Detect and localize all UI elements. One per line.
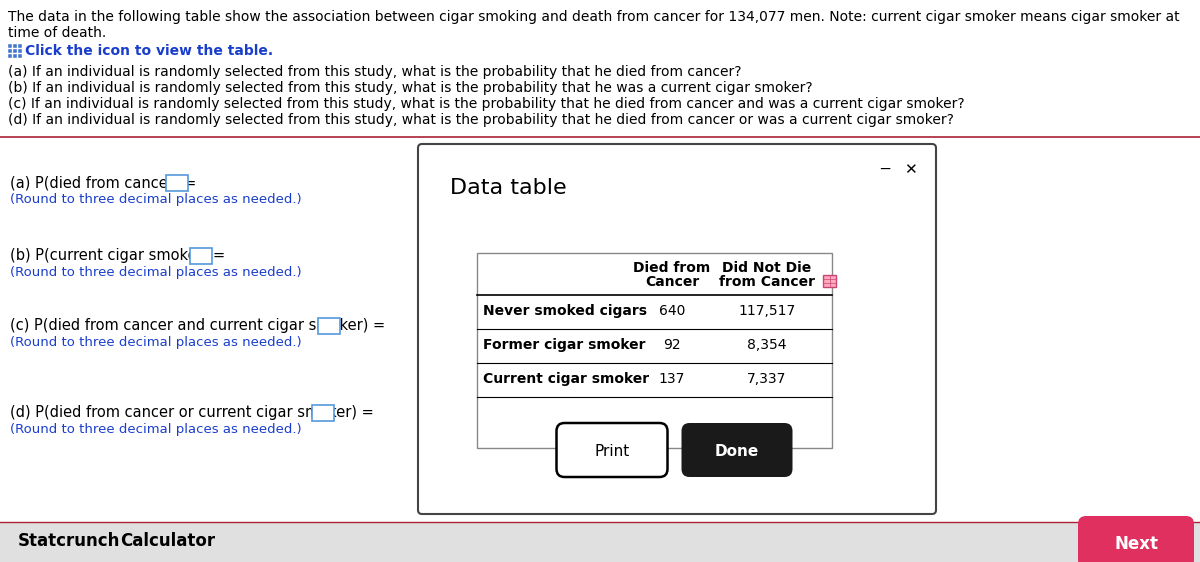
FancyBboxPatch shape <box>682 423 792 477</box>
Bar <box>13 54 17 58</box>
FancyBboxPatch shape <box>418 144 936 514</box>
Text: 640: 640 <box>659 304 685 318</box>
Bar <box>0 522 1200 562</box>
Text: (d) P(died from cancer or current cigar smoker) =: (d) P(died from cancer or current cigar … <box>10 405 373 420</box>
Bar <box>18 49 22 53</box>
Bar <box>166 175 187 191</box>
FancyBboxPatch shape <box>1078 516 1194 562</box>
Text: Current cigar smoker: Current cigar smoker <box>482 372 649 386</box>
Bar <box>190 248 212 264</box>
Text: (a) If an individual is randomly selected from this study, what is the probabili: (a) If an individual is randomly selecte… <box>8 65 742 79</box>
Text: Cancer: Cancer <box>644 275 700 289</box>
Bar <box>478 253 832 448</box>
FancyBboxPatch shape <box>557 423 667 477</box>
Text: time of death.: time of death. <box>8 26 107 40</box>
Bar <box>312 405 334 421</box>
Text: from Cancer: from Cancer <box>719 275 815 289</box>
Text: Died from: Died from <box>634 261 710 275</box>
Text: Former cigar smoker: Former cigar smoker <box>482 338 646 352</box>
Text: Never smoked cigars: Never smoked cigars <box>482 304 647 318</box>
Text: (b) P(current cigar smoker) =: (b) P(current cigar smoker) = <box>10 248 226 263</box>
Bar <box>823 275 836 287</box>
Text: 117,517: 117,517 <box>738 304 796 318</box>
Text: 92: 92 <box>664 338 680 352</box>
Text: (b) If an individual is randomly selected from this study, what is the probabili: (b) If an individual is randomly selecte… <box>8 81 812 95</box>
Text: Did Not Die: Did Not Die <box>722 261 811 275</box>
Bar <box>18 44 22 48</box>
Text: (Round to three decimal places as needed.): (Round to three decimal places as needed… <box>10 266 301 279</box>
Bar <box>8 54 12 58</box>
Bar <box>13 49 17 53</box>
Bar <box>8 44 12 48</box>
Text: (Round to three decimal places as needed.): (Round to three decimal places as needed… <box>10 423 301 436</box>
Text: Calculator: Calculator <box>120 532 215 550</box>
Bar <box>8 49 12 53</box>
Text: (c) P(died from cancer and current cigar smoker) =: (c) P(died from cancer and current cigar… <box>10 318 385 333</box>
Text: Done: Done <box>715 445 760 460</box>
Text: Next: Next <box>1114 535 1158 553</box>
Text: 8,354: 8,354 <box>748 338 787 352</box>
Text: ✕: ✕ <box>904 162 917 177</box>
Text: Click the icon to view the table.: Click the icon to view the table. <box>25 44 274 58</box>
Text: (c) If an individual is randomly selected from this study, what is the probabili: (c) If an individual is randomly selecte… <box>8 97 965 111</box>
Text: (d) If an individual is randomly selected from this study, what is the probabili: (d) If an individual is randomly selecte… <box>8 113 954 127</box>
Bar <box>318 318 340 334</box>
Bar <box>18 54 22 58</box>
Text: Statcrunch: Statcrunch <box>18 532 120 550</box>
Text: Data table: Data table <box>450 178 566 198</box>
Text: (Round to three decimal places as needed.): (Round to three decimal places as needed… <box>10 336 301 349</box>
Text: 137: 137 <box>659 372 685 386</box>
Text: ─: ─ <box>880 162 889 177</box>
Text: 7,337: 7,337 <box>748 372 787 386</box>
Bar <box>13 44 17 48</box>
Text: The data in the following table show the association between cigar smoking and d: The data in the following table show the… <box>8 10 1180 24</box>
Text: (Round to three decimal places as needed.): (Round to three decimal places as needed… <box>10 193 301 206</box>
Text: Print: Print <box>594 445 630 460</box>
Text: (a) P(died from cancer) =: (a) P(died from cancer) = <box>10 175 197 190</box>
